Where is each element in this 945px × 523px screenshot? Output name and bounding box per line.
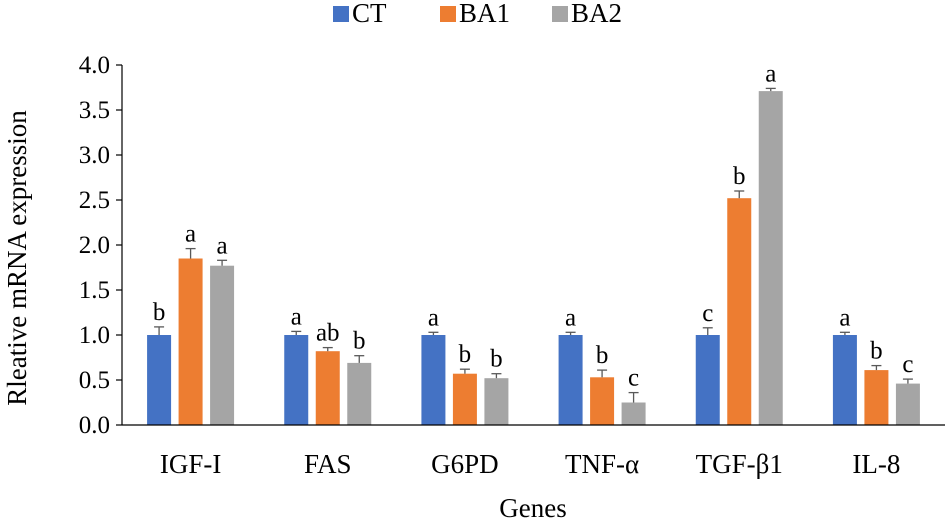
x-category-label: TGF-β1 [696, 449, 783, 479]
significance-label: b [353, 328, 366, 355]
legend-swatch-ba2 [552, 6, 568, 22]
bar-ba2 [895, 383, 920, 425]
y-tick-label: 0.5 [79, 367, 110, 394]
bar-ct [695, 335, 720, 425]
significance-label: b [733, 163, 746, 190]
significance-label: b [153, 299, 166, 326]
significance-label: c [702, 300, 713, 327]
significance-label: a [217, 232, 228, 259]
significance-label: a [428, 304, 439, 331]
significance-label: b [490, 346, 503, 373]
bar-ba2 [621, 402, 646, 425]
y-axis: 0.0 0.5 1.0 1.5 2.0 2.5 3.0 3.5 4.0 [79, 52, 123, 439]
bar-ct [421, 335, 446, 425]
bar-ba1 [864, 370, 889, 425]
bar-ct [284, 335, 309, 425]
significance-label: b [459, 341, 472, 368]
bar-ba1 [178, 258, 203, 425]
significance-label: a [839, 304, 850, 331]
legend-swatch-ba1 [440, 6, 456, 22]
x-category-label: G6PD [431, 449, 499, 479]
legend: CT BA1 BA2 [333, 0, 622, 28]
significance-label: a [565, 304, 576, 331]
x-axis: IGF-I FAS G6PD TNF-α TGF-β1 IL-8 [122, 424, 945, 479]
bar-ba2 [758, 91, 783, 425]
bar-ba1 [452, 373, 477, 425]
legend-label-ct: CT [352, 0, 387, 28]
y-tick-label: 1.5 [79, 277, 110, 304]
x-category-label: TNF-α [565, 449, 639, 479]
x-category-label: FAS [304, 449, 352, 479]
bar-ba1 [315, 351, 340, 425]
bar-ba1 [590, 377, 615, 425]
legend-label-ba2: BA2 [571, 0, 622, 28]
bar-ba2 [347, 362, 372, 425]
significance-label: a [185, 221, 196, 248]
y-axis-title: Rleative mRNA expression [2, 110, 32, 406]
y-tick-label: 3.0 [79, 142, 110, 169]
legend-swatch-ct [333, 6, 349, 22]
legend-label-ba1: BA1 [459, 0, 510, 28]
significance-label: c [902, 351, 913, 378]
significance-label: a [765, 60, 776, 87]
bar-ba1 [727, 198, 752, 425]
bar-ba2 [484, 378, 509, 425]
y-tick-label: 0.0 [79, 412, 110, 439]
bar-ct [558, 335, 583, 425]
bar-ct [832, 335, 857, 425]
significance-label: ab [316, 320, 340, 347]
significance-label: a [291, 303, 302, 330]
y-tick-label: 3.5 [79, 97, 110, 124]
significance-label: c [628, 365, 639, 392]
y-tick-label: 1.0 [79, 322, 110, 349]
bar-ct [147, 335, 172, 425]
significance-label: b [596, 342, 609, 369]
x-category-label: IL-8 [852, 449, 900, 479]
y-tick-label: 2.5 [79, 187, 110, 214]
x-axis-title: Genes [499, 493, 566, 523]
bar-ba2 [210, 265, 235, 425]
x-category-label: IGF-I [160, 449, 222, 479]
y-tick-label: 2.0 [79, 232, 110, 259]
significance-label: b [870, 338, 883, 365]
y-tick-label: 4.0 [79, 52, 110, 79]
